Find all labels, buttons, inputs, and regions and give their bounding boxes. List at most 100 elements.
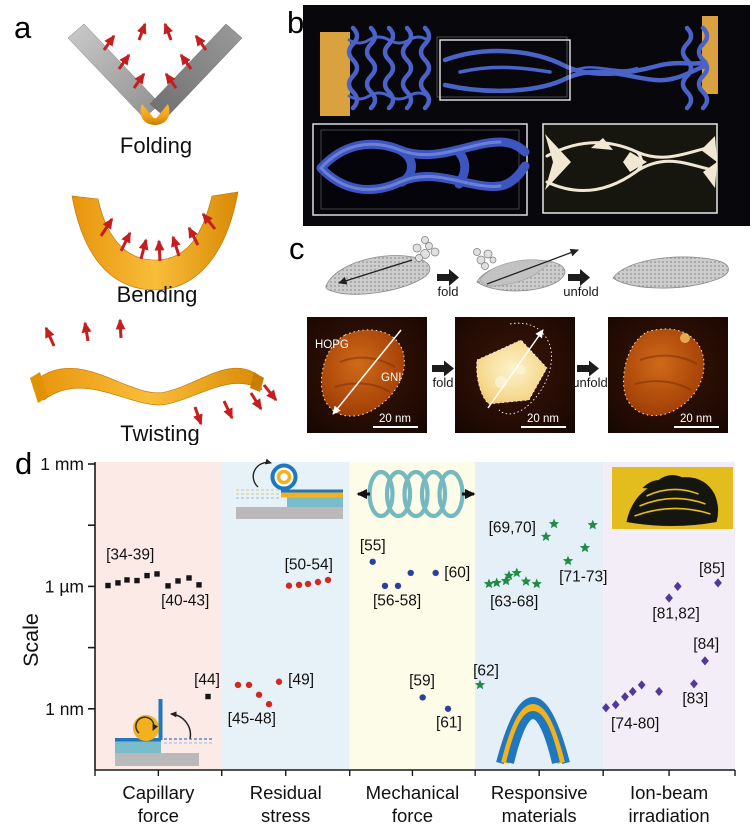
scatter-point <box>115 580 121 586</box>
y-tick-label: 1 µm <box>45 576 84 596</box>
afm-image-2: 20 nm <box>455 317 575 433</box>
scatter-point <box>483 578 495 589</box>
scatter-point <box>579 542 591 553</box>
ref-annotation: [59] <box>409 672 435 689</box>
ref-annotation: [60] <box>444 564 470 581</box>
scatter-point <box>491 577 502 588</box>
ref-annotation: [69,70] <box>489 519 536 536</box>
panel-b-label: b <box>287 5 304 40</box>
panel-b-micrograph: b <box>287 5 750 226</box>
scatter-point <box>234 681 242 689</box>
scalebar-label-1: 20 nm <box>379 413 411 425</box>
bilayer-arch-illustration <box>496 697 570 765</box>
tip-cluster <box>412 236 440 262</box>
inset-optical-image <box>542 123 718 214</box>
panel-d-scale-chart: CapillaryforceResidualstressMechanicalfo… <box>15 446 736 826</box>
panel-d-label: d <box>15 446 32 481</box>
rolling-film-capillary-illustration <box>115 699 212 766</box>
category-label-residual-stress-2: stress <box>261 805 310 826</box>
bending-caption: Bending <box>117 282 198 307</box>
scatter-point <box>419 694 427 701</box>
ref-annotation: [85] <box>699 560 725 577</box>
scatter-point <box>587 519 598 530</box>
ref-annotation: [50-54] <box>285 556 333 573</box>
category-label-responsive-materials: Responsive <box>491 782 588 803</box>
category-label-capillary-force-2: force <box>138 805 179 826</box>
zoom-region-outline <box>439 39 571 101</box>
axes: CapillaryforceResidualstressMechanicalfo… <box>40 454 736 826</box>
scatter-point <box>531 578 542 589</box>
scatter-point <box>154 571 160 577</box>
category-label-ion-beam-irradiation-2: irradiation <box>628 805 709 826</box>
category-label-mechanical-force: Mechanical <box>366 782 460 803</box>
ref-annotation: [63-68] <box>490 594 538 611</box>
afm-image-3: 20 nm <box>608 317 728 433</box>
fold-hinge <box>140 104 170 125</box>
panel-c-fold-unfold: c fold unfold HOPG GNI 20 nm fold <box>289 232 729 433</box>
twist-arrows <box>44 318 278 426</box>
scatter-point <box>255 691 263 699</box>
unfold-arrow-icon <box>568 269 590 286</box>
scatter-points: [34-39] [40-43] [44] [45-48] [49] [50-54] [55]… <box>105 518 725 733</box>
scatter-point <box>621 692 629 702</box>
scatter-point <box>186 575 192 581</box>
scatter-point <box>245 681 253 689</box>
scatter-point <box>602 703 610 713</box>
ref-annotation: [40-43] <box>161 593 209 610</box>
stretched-coil-illustration <box>356 469 476 519</box>
scatter-point <box>369 558 377 566</box>
scatter-point <box>500 575 512 586</box>
fold-label-top: fold <box>438 284 459 299</box>
scatter-point <box>285 582 293 590</box>
graphene-schematic-row: fold unfold <box>325 236 729 299</box>
nanowire-mesh <box>346 25 707 111</box>
ref-annotation: [74-80] <box>611 716 659 733</box>
scatter-point <box>520 576 532 586</box>
junction-shape <box>545 134 571 190</box>
unfold-arrow-icon-bottom <box>577 360 599 377</box>
ref-annotation: [83] <box>682 691 708 708</box>
scatter-point <box>562 555 574 566</box>
scatter-point <box>540 531 552 541</box>
scatter-point <box>394 582 402 590</box>
panel-a-label: a <box>14 10 32 45</box>
fold-arrow-icon-bottom <box>432 360 454 377</box>
suspended-network <box>442 48 708 94</box>
inset-fluorescence-zoom <box>312 123 530 216</box>
category-label-responsive-materials-2: materials <box>502 805 577 826</box>
fold-label-bottom: fold <box>433 375 454 390</box>
category-label-ion-beam-irradiation: Ion-beam <box>630 782 708 803</box>
flake-label: GNI <box>381 372 401 384</box>
scalebar-label-2: 20 nm <box>527 413 559 425</box>
scatter-point <box>134 577 140 584</box>
scatter-point <box>474 679 486 690</box>
scatter-point <box>165 583 171 589</box>
ref-annotation: [71-73] <box>559 568 607 585</box>
scatter-point <box>304 580 312 588</box>
scatter-point <box>265 700 273 708</box>
scatter-point <box>175 578 181 584</box>
outward-arrows <box>102 22 208 89</box>
scatter-point <box>637 680 646 690</box>
unfold-label-top: unfold <box>563 284 598 299</box>
ref-annotation: [62] <box>473 663 499 680</box>
band-capillary-force <box>95 462 222 770</box>
scatter-point <box>511 567 522 578</box>
scatter-point <box>611 700 620 710</box>
scatter-point <box>196 582 202 588</box>
scatter-point <box>548 518 560 529</box>
inward-arrows <box>99 212 217 262</box>
folding-caption: Folding <box>120 133 192 158</box>
scatter-point <box>407 569 415 577</box>
twisting-diagram: Twisting <box>30 318 278 445</box>
scatter-point <box>665 593 673 603</box>
fold-arrow-icon <box>437 269 459 286</box>
scatter-point <box>432 569 440 577</box>
ref-annotation: [81,82] <box>652 605 699 622</box>
scatter-point <box>381 582 389 590</box>
category-label-residual-stress: Residual <box>250 782 322 803</box>
ref-annotation: [44] <box>194 672 220 689</box>
origami-flower-micrograph <box>612 467 733 529</box>
scatter-point <box>503 570 515 580</box>
